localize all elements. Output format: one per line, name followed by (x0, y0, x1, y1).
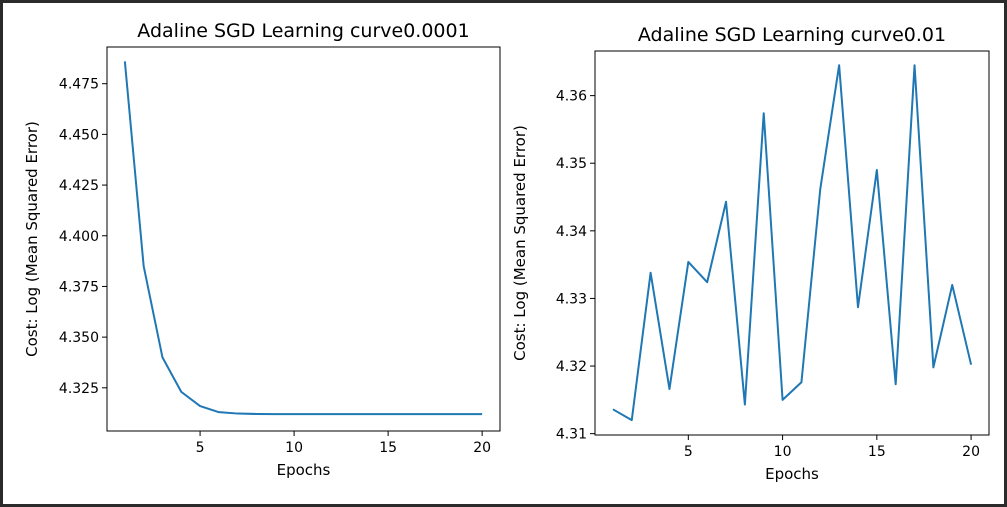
x-axis-label: Epochs (277, 461, 331, 479)
y-tick-label: 4.31 (556, 427, 587, 443)
x-tick-label: 20 (473, 440, 491, 456)
y-tick-label: 4.34 (556, 224, 587, 240)
series-line (123, 61, 483, 416)
y-tick-label: 4.325 (59, 381, 99, 397)
x-tick-label: 10 (285, 440, 303, 456)
x-tick-label: 15 (868, 444, 886, 460)
y-tick-label: 4.400 (59, 229, 99, 245)
chart-title: Adaline SGD Learning curve0.01 (638, 24, 946, 46)
figure: Adaline SGD Learning curve0.0001 5 10 15 20 4… (23, 20, 990, 483)
x-tick-label: 20 (962, 444, 980, 460)
x-axis-label: Epochs (765, 465, 819, 483)
y-axis-label: Cost: Log (Mean Squared Error) (511, 125, 529, 361)
plot-area-frame (594, 50, 990, 436)
y-tick-label: 4.350 (59, 330, 99, 346)
x-tick-label: 10 (774, 444, 792, 460)
chart-2: Adaline SGD Learning curve0.01 5 10 15 20 4.3… (511, 24, 990, 483)
y-tick-label: 4.450 (59, 127, 99, 143)
y-tick-label: 4.425 (59, 178, 99, 194)
series-line (612, 64, 973, 422)
chart-1: Adaline SGD Learning curve0.0001 5 10 15 20 4… (23, 20, 501, 479)
plot-area-frame (106, 46, 501, 432)
y-tick-label: 4.32 (556, 359, 587, 375)
y-tick-label: 4.33 (556, 291, 587, 307)
y-tick-label: 4.35 (556, 156, 587, 172)
y-tick-label: 4.475 (59, 77, 99, 93)
figure-canvas: Adaline SGD Learning curve0.0001 5 10 15 20 4… (3, 3, 1004, 504)
x-tick-label: 5 (196, 440, 205, 456)
y-tick-label: 4.36 (556, 89, 587, 105)
x-tick-label: 15 (379, 440, 397, 456)
y-axis-label: Cost: Log (Mean Squared Error) (23, 121, 41, 357)
x-tick-label: 5 (684, 444, 693, 460)
y-tick-label: 4.375 (59, 279, 99, 295)
chart-title: Adaline SGD Learning curve0.0001 (137, 20, 469, 42)
